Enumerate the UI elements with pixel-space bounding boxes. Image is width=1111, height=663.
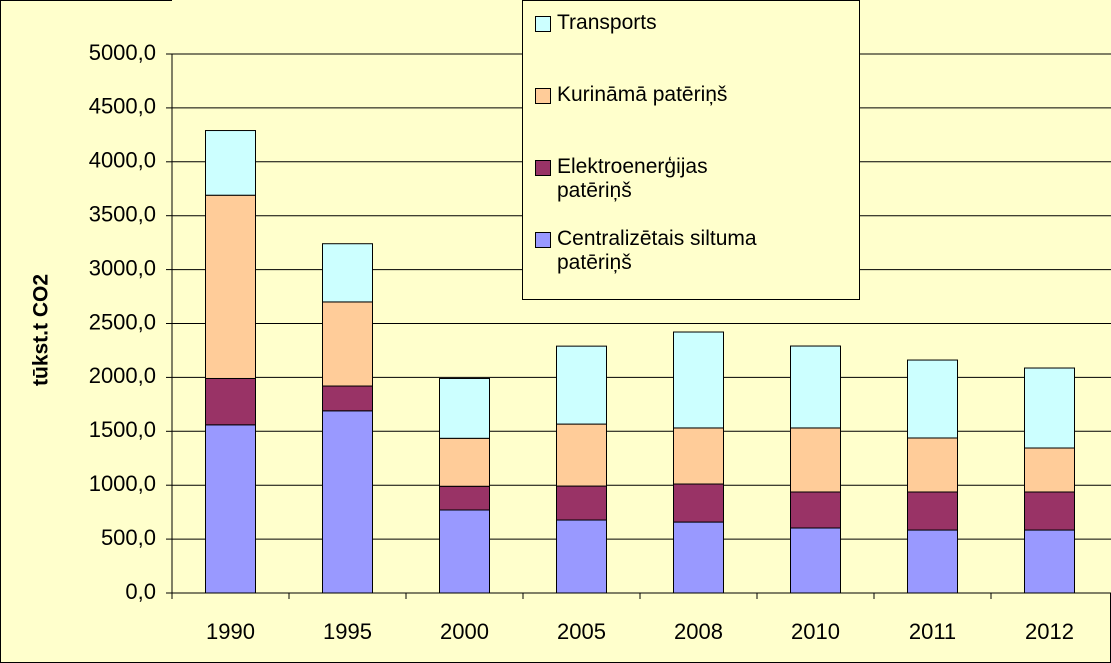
legend-label: Elektroenerģijas patēriņš bbox=[557, 155, 708, 202]
y-tick-label: 2500,0 bbox=[89, 309, 156, 334]
legend-label: Transports bbox=[557, 11, 657, 34]
bar-segment bbox=[1024, 529, 1075, 594]
bar-segment bbox=[322, 243, 373, 303]
y-tick-label: 2000,0 bbox=[89, 363, 156, 388]
legend-swatch bbox=[535, 88, 551, 104]
bar-segment bbox=[673, 427, 724, 485]
y-tick-label: 1500,0 bbox=[89, 417, 156, 442]
bar-segment bbox=[205, 377, 256, 426]
x-tick-label: 2012 bbox=[1025, 619, 1074, 644]
bar-segment bbox=[556, 345, 607, 425]
x-tick-label: 2005 bbox=[557, 619, 606, 644]
bar-segment bbox=[790, 345, 841, 429]
legend-item: Transports bbox=[535, 11, 849, 83]
legend-item: Elektroenerģijas patēriņš bbox=[535, 155, 849, 227]
bar-segment bbox=[673, 521, 724, 594]
bar-segment bbox=[439, 437, 490, 487]
legend-swatch bbox=[535, 232, 551, 248]
bar-segment bbox=[673, 331, 724, 429]
y-tick-label: 5000,0 bbox=[89, 40, 156, 65]
legend: Transports Kurināmā patēriņš Elektroenerģi… bbox=[522, 0, 860, 300]
bar-segment bbox=[439, 485, 490, 511]
legend-item: Kurināmā patēriņš bbox=[535, 83, 849, 155]
x-tick-label: 2008 bbox=[674, 619, 723, 644]
bar-segment bbox=[907, 437, 958, 493]
legend-label: Kurināmā patēriņš bbox=[557, 83, 728, 106]
bar-segment bbox=[439, 509, 490, 594]
bar-segment bbox=[205, 194, 256, 379]
bar-segment bbox=[322, 385, 373, 412]
legend-swatch bbox=[535, 160, 551, 176]
bar-segment bbox=[1024, 447, 1075, 493]
y-tick-label: 0,0 bbox=[125, 579, 156, 604]
x-tick-label: 2010 bbox=[791, 619, 840, 644]
legend-swatch bbox=[535, 16, 551, 32]
bar-segment bbox=[907, 529, 958, 594]
bar-segment bbox=[790, 427, 841, 493]
bar-segment bbox=[322, 410, 373, 594]
y-tick-label: 500,0 bbox=[101, 525, 156, 550]
bar-segment bbox=[205, 130, 256, 196]
bar-segment bbox=[556, 519, 607, 594]
y-axis-label: tūkst.t CO2 bbox=[30, 274, 53, 386]
x-tick-label: 2011 bbox=[909, 619, 956, 644]
y-tick-label: 1000,0 bbox=[89, 471, 156, 496]
bar-segment bbox=[790, 491, 841, 529]
bar-segment bbox=[1024, 491, 1075, 531]
y-tick-label: 3000,0 bbox=[89, 255, 156, 280]
bar-segment bbox=[556, 423, 607, 487]
x-tick-label: 1995 bbox=[323, 619, 372, 644]
legend-label: Centralizētais siltuma patēriņš bbox=[557, 227, 757, 274]
x-tick-label: 2000 bbox=[440, 619, 489, 644]
bar-segment bbox=[322, 301, 373, 387]
y-tick-label: 3500,0 bbox=[89, 202, 156, 227]
y-tick-label: 4000,0 bbox=[89, 148, 156, 173]
bar-segment bbox=[205, 424, 256, 594]
bar-segment bbox=[1024, 367, 1075, 449]
legend-item: Centralizētais siltuma patēriņš bbox=[535, 227, 849, 299]
bar-segment bbox=[790, 527, 841, 594]
bar-segment bbox=[673, 483, 724, 523]
bar-segment bbox=[439, 377, 490, 439]
bar-segment bbox=[907, 359, 958, 439]
bar-segment bbox=[907, 491, 958, 531]
bar-segment bbox=[556, 485, 607, 521]
y-tick-label: 4500,0 bbox=[89, 94, 156, 119]
x-tick-label: 1990 bbox=[206, 619, 255, 644]
